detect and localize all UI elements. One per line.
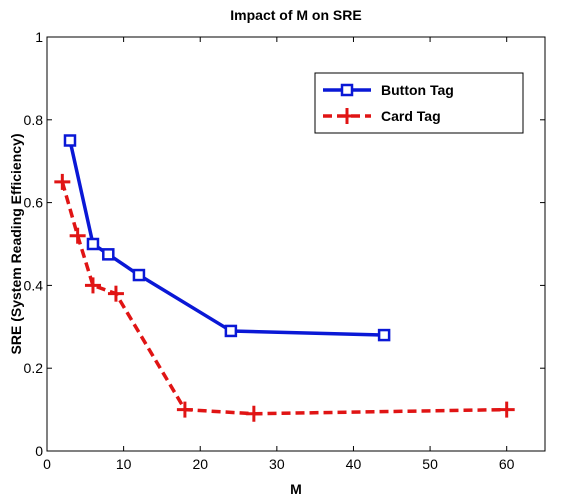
legend-entry-card-tag: Card Tag	[323, 108, 441, 124]
data-point-button-tag	[86, 237, 100, 251]
data-point-card-tag	[54, 173, 71, 190]
legend-entry-button-tag: Button Tag	[323, 82, 454, 98]
legend-label-card-tag: Card Tag	[381, 108, 441, 124]
x-tick-label: 0	[43, 456, 51, 472]
data-point-card-tag	[107, 285, 124, 302]
data-point-card-tag	[84, 277, 101, 294]
data-point-button-tag	[377, 328, 391, 342]
legend: Button Tag Card Tag	[314, 72, 524, 134]
data-point-card-tag	[176, 401, 193, 418]
y-axis-label: SRE (System Reading Efficiency)	[8, 134, 24, 355]
x-tick-label: 50	[422, 456, 438, 472]
series-line-button-tag	[68, 140, 385, 337]
y-tick-label: 1	[35, 29, 43, 45]
legend-marker-button-tag	[340, 83, 354, 97]
y-tick-label: 0.2	[24, 360, 44, 376]
data-point-card-tag	[498, 401, 515, 418]
x-axis-ticks: 0 10 20 30 40 50 60	[43, 37, 515, 472]
y-tick-label: 0	[35, 443, 43, 459]
legend-box	[314, 72, 524, 134]
y-tick-label: 0.8	[24, 112, 44, 128]
data-point-button-tag	[132, 268, 146, 282]
data-point-card-tag	[69, 227, 86, 244]
y-tick-label: 0.4	[24, 277, 44, 293]
x-tick-label: 60	[499, 456, 515, 472]
x-tick-label: 20	[192, 456, 208, 472]
data-point-button-tag	[224, 324, 238, 338]
y-tick-label: 0.6	[24, 195, 44, 211]
x-tick-label: 30	[269, 456, 285, 472]
legend-marker-card-tag	[339, 108, 355, 124]
y-axis-ticks: 0 0.2 0.4 0.6 0.8 1	[24, 29, 545, 459]
series-card-tag	[54, 173, 515, 422]
x-axis-label: M	[290, 481, 302, 497]
chart-title: Impact of M on SRE	[230, 7, 361, 23]
data-point-button-tag	[102, 248, 115, 261]
x-tick-label: 10	[116, 456, 132, 472]
data-point-button-tag	[63, 134, 77, 147]
series-layer	[54, 134, 515, 422]
legend-label-button-tag: Button Tag	[381, 82, 454, 98]
series-button-tag	[63, 134, 391, 342]
data-point-card-tag	[245, 405, 262, 422]
x-tick-label: 40	[346, 456, 362, 472]
